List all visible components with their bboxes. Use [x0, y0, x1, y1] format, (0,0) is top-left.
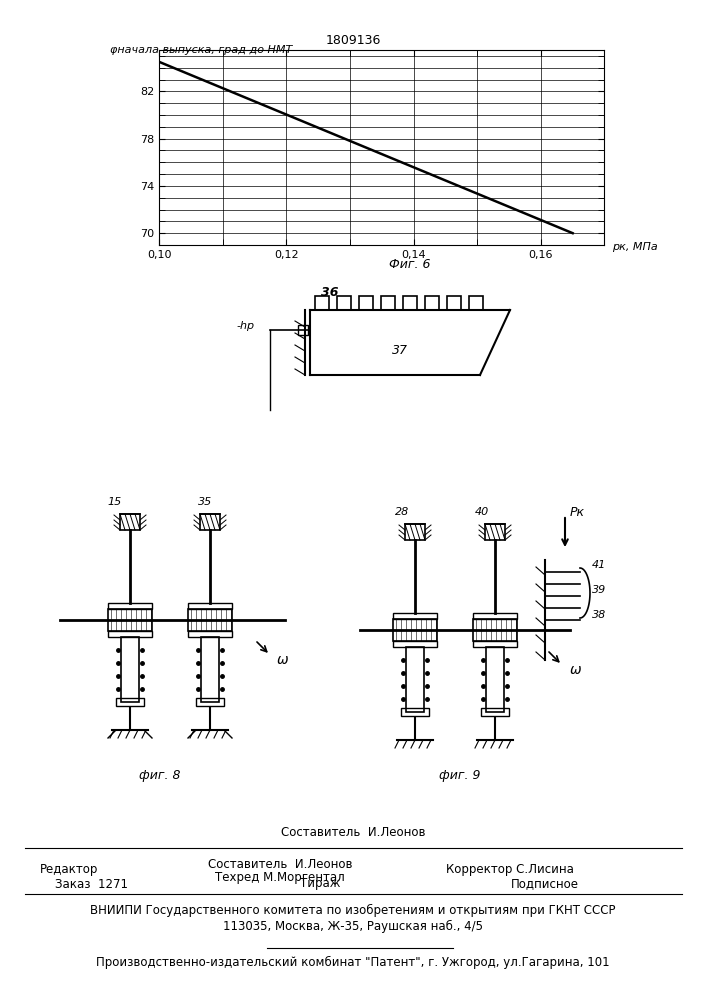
Text: Редактор: Редактор	[40, 863, 98, 876]
Bar	[196, 698, 224, 706]
Text: 39: 39	[592, 585, 606, 595]
Bar	[200, 514, 220, 530]
Bar	[188, 631, 232, 637]
Text: Заказ  1271: Заказ 1271	[55, 878, 128, 890]
Text: Составитель  И.Леонов: Составитель И.Леонов	[208, 857, 352, 870]
Text: 1809136: 1809136	[326, 33, 381, 46]
Bar	[485, 524, 505, 540]
Text: 15: 15	[108, 497, 122, 507]
Bar	[473, 619, 517, 641]
Text: 35: 35	[198, 497, 212, 507]
Bar	[381, 296, 395, 310]
Text: рк, МПа: рк, МПа	[612, 242, 658, 252]
Bar	[401, 708, 429, 716]
Bar	[393, 641, 437, 647]
Text: -hр: -hр	[237, 321, 255, 331]
Bar	[473, 641, 517, 647]
Text: 36: 36	[321, 286, 339, 298]
Bar	[405, 524, 425, 540]
Bar	[201, 637, 219, 702]
Bar	[108, 609, 152, 631]
Bar	[486, 647, 504, 712]
Bar	[447, 296, 461, 310]
Bar	[425, 296, 439, 310]
Bar	[337, 296, 351, 310]
Text: Производственно-издательский комбинат "Патент", г. Ужгород, ул.Гагарина, 101: Производственно-издательский комбинат "П…	[96, 955, 610, 969]
Bar	[403, 296, 417, 310]
Bar	[481, 708, 509, 716]
Text: Рк: Рк	[570, 506, 585, 518]
Text: Корректор С.Лисина: Корректор С.Лисина	[446, 863, 574, 876]
Text: Техред М.Моргентал: Техред М.Моргентал	[215, 871, 345, 884]
Bar	[359, 296, 373, 310]
Bar	[393, 613, 437, 619]
Text: 113035, Москва, Ж-35, Раушская наб., 4/5: 113035, Москва, Ж-35, Раушская наб., 4/5	[223, 919, 483, 933]
Text: Подписное: Подписное	[511, 878, 579, 890]
Text: 37: 37	[392, 344, 408, 357]
Bar	[298, 325, 308, 335]
Text: 38: 38	[592, 610, 606, 620]
Bar	[108, 603, 152, 609]
Text: φначала выпуска, град до НМТ: φначала выпуска, град до НМТ	[110, 45, 292, 55]
Text: ω: ω	[277, 653, 288, 667]
Text: фиг. 8: фиг. 8	[139, 768, 181, 782]
Text: ВНИИПИ Государственного комитета по изобретениям и открытиям при ГКНТ СССР: ВНИИПИ Государственного комитета по изоб…	[90, 903, 616, 917]
Text: Фиг. 6: Фиг. 6	[390, 258, 431, 271]
Text: 28: 28	[395, 507, 409, 517]
Bar	[108, 631, 152, 637]
Bar	[473, 613, 517, 619]
Bar	[116, 698, 144, 706]
Text: фиг. 9: фиг. 9	[439, 768, 481, 782]
Bar	[406, 647, 424, 712]
Bar	[121, 637, 139, 702]
Bar	[120, 514, 140, 530]
Bar	[188, 609, 232, 631]
Bar	[469, 296, 483, 310]
Text: 41: 41	[592, 560, 606, 570]
Text: ω: ω	[570, 663, 582, 677]
Bar	[188, 603, 232, 609]
Text: Тираж: Тираж	[300, 878, 340, 890]
Bar	[393, 619, 437, 641]
Text: 40: 40	[475, 507, 489, 517]
Text: Составитель  И.Леонов: Составитель И.Леонов	[281, 826, 425, 838]
Bar	[315, 296, 329, 310]
